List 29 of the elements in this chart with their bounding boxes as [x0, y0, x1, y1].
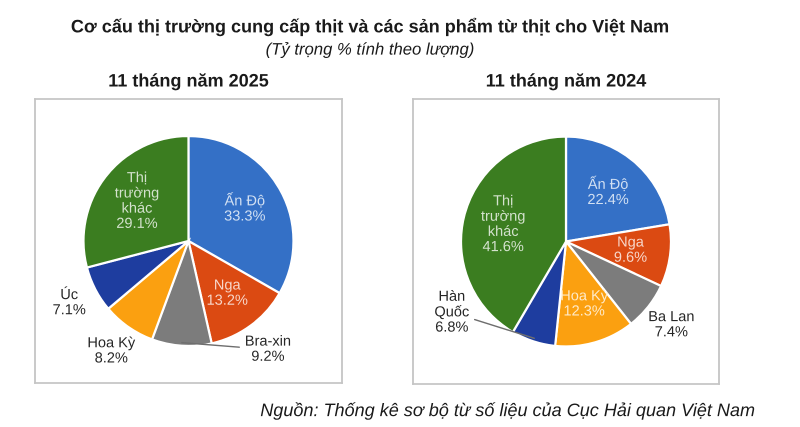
slice-label: Thị trường khác [481, 194, 524, 236]
slice-label: Ba Lan [649, 311, 694, 322]
data-label: 13.2% [208, 294, 248, 305]
slice-label: Ấn Độ [224, 192, 264, 208]
slice-label: Hàn Quốc [435, 290, 469, 320]
slice-label: Bra-xin [246, 335, 290, 346]
slice-label: Nga [215, 279, 241, 293]
slice-label: Úc [61, 286, 78, 300]
slice-label: Nga [618, 236, 644, 250]
chart-title: 11 tháng năm 2024 [486, 73, 646, 90]
data-label: 22.4% [588, 194, 628, 204]
data-label: 29.1% [117, 218, 158, 228]
data-label: 12.3% [564, 305, 604, 316]
data-label: 41.6% [482, 240, 524, 252]
data-label: 7.1% [53, 304, 86, 314]
data-label: 6.8% [436, 321, 468, 332]
data-label: 7.4% [655, 326, 688, 336]
slice-label: Hoa Kỳ [561, 290, 608, 304]
slice-label: Hoa Kỳ [88, 336, 136, 350]
text: Nguồn: Thống kê sơ bộ từ số liệu của Cục Hải quan Việt Nam [260, 402, 754, 420]
text: (Tỷ trọng % tính theo lượng) [266, 42, 474, 58]
chart-title: 11 tháng năm 2025 [109, 73, 268, 90]
data-label: 9.2% [252, 350, 284, 361]
slice-label: Ấn Độ [588, 176, 628, 192]
data-label: 8.2% [95, 352, 128, 363]
slice-label: Thị trường khác [114, 172, 158, 213]
data-label: 9.6% [614, 252, 647, 262]
data-label: 33.3% [224, 210, 265, 221]
text: Cơ cấu thị trường cung cấp thịt và các sản phẩm từ thịt cho Việt Nam [72, 18, 668, 36]
